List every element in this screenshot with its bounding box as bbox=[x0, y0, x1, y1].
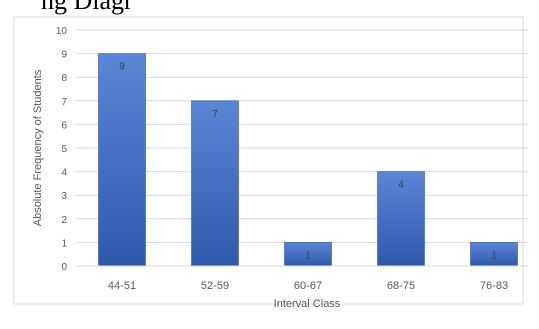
x-axis-ticks: 44-51 52-59 60-67 68-75 76-83 bbox=[108, 280, 508, 292]
bars-group bbox=[98, 53, 518, 267]
y-tick-label: 5 bbox=[61, 144, 67, 155]
data-label-60-67: 1 bbox=[305, 250, 311, 261]
y-tick-label: 6 bbox=[61, 120, 67, 131]
y-axis-label: Absolute Frequency of Students bbox=[32, 69, 44, 226]
data-label-68-75: 4 bbox=[398, 180, 404, 191]
bar-44-51 bbox=[98, 53, 146, 267]
cropped-heading-fragment: ng Diagr bbox=[41, 0, 133, 15]
y-tick-label: 7 bbox=[61, 97, 67, 108]
chart-border bbox=[13, 16, 524, 305]
bar-68-75 bbox=[377, 171, 425, 267]
y-tick-label: 9 bbox=[61, 50, 67, 61]
y-tick-label: 3 bbox=[61, 191, 67, 202]
y-axis-ticks: 0 1 2 3 4 5 6 7 8 9 10 bbox=[56, 26, 68, 273]
y-tick-label: 1 bbox=[61, 238, 67, 249]
data-labels-group: 9 7 1 4 1 bbox=[119, 62, 497, 262]
x-tick-label-60-67: 60-67 bbox=[294, 280, 322, 292]
x-tick-label-68-75: 68-75 bbox=[387, 280, 415, 292]
y-tick-label: 10 bbox=[56, 26, 68, 37]
y-tick-label: 4 bbox=[61, 168, 67, 179]
data-label-76-83: 1 bbox=[491, 250, 497, 261]
bar-52-59 bbox=[191, 100, 239, 267]
y-tick-label: 0 bbox=[61, 262, 67, 273]
grid-lines bbox=[75, 29, 528, 243]
data-label-44-51: 9 bbox=[119, 62, 125, 73]
data-label-52-59: 7 bbox=[212, 109, 218, 120]
x-tick-label-44-51: 44-51 bbox=[108, 280, 136, 292]
y-tick-label: 8 bbox=[61, 73, 67, 84]
x-axis-label: Interval Class bbox=[274, 298, 341, 310]
x-tick-label-76-83: 76-83 bbox=[480, 280, 508, 292]
x-tick-label-52-59: 52-59 bbox=[201, 280, 229, 292]
y-tick-label: 2 bbox=[61, 215, 67, 226]
